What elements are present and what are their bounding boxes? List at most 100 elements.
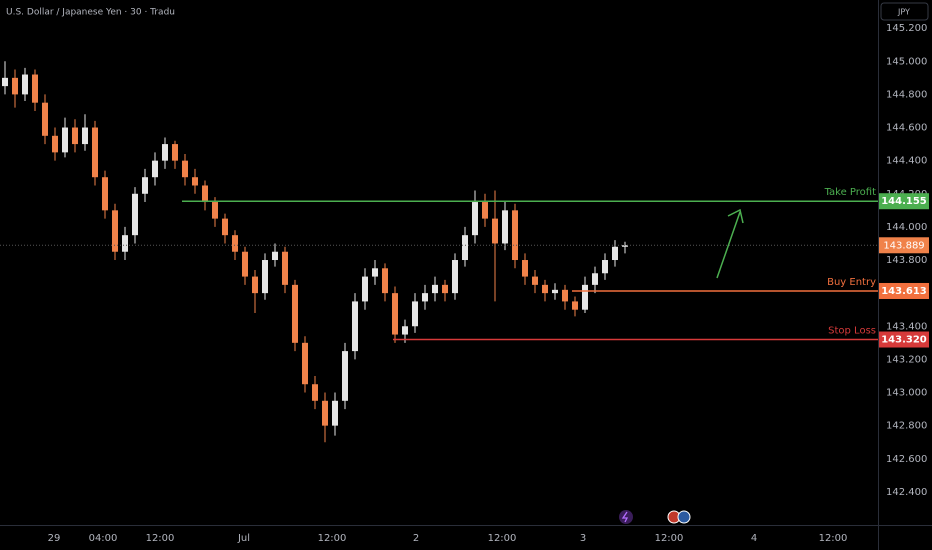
x-tick-label: 12:00 — [488, 533, 517, 544]
candle-body — [112, 210, 118, 252]
candle-body — [372, 268, 378, 277]
candle-body — [12, 77, 18, 95]
x-tick-label: 12:00 — [655, 533, 684, 544]
y-tick-label: 145.000 — [886, 56, 927, 67]
flag-icon[interactable] — [677, 510, 691, 524]
candle-body — [182, 160, 188, 178]
y-tick-label: 143.400 — [886, 321, 927, 332]
level-tag — [879, 331, 929, 348]
candle-body — [242, 251, 248, 277]
candle-body — [232, 235, 238, 252]
candle-body — [132, 193, 138, 236]
candle-body — [412, 301, 418, 327]
y-tick-label: 144.000 — [886, 222, 927, 233]
x-tick-label: 12:00 — [819, 533, 848, 544]
candle-body — [322, 400, 328, 426]
candle-body — [282, 251, 288, 285]
candle-body — [172, 144, 178, 161]
candle-body — [532, 276, 538, 285]
candle-body — [262, 260, 268, 294]
candle-body — [72, 127, 78, 145]
candle-body — [32, 74, 38, 103]
candle-body — [272, 251, 278, 261]
candle-body — [432, 284, 438, 294]
x-tick-label: 4 — [751, 533, 757, 544]
candle-body — [392, 293, 398, 335]
candle-body — [602, 260, 608, 274]
candle-body — [62, 127, 68, 153]
y-tick-label: 143.800 — [886, 255, 927, 266]
candle-body — [582, 284, 588, 310]
candle-body — [42, 102, 48, 136]
candle-body — [142, 177, 148, 194]
candle-body — [472, 202, 478, 236]
y-tick-label: 144.400 — [886, 156, 927, 167]
y-tick-label: 143.200 — [886, 354, 927, 365]
candle-body — [452, 260, 458, 294]
x-tick-label: 04:00 — [89, 533, 118, 544]
x-tick-label: 12:00 — [146, 533, 175, 544]
candle-body — [252, 276, 258, 294]
level-price-label: 143.613 — [881, 286, 927, 297]
y-tick-label: 142.600 — [886, 454, 927, 465]
candle-body — [442, 284, 448, 294]
candle-body — [52, 135, 58, 153]
candle-body — [332, 400, 338, 426]
candle-body — [152, 160, 158, 178]
y-tick-label: 144.800 — [886, 89, 927, 100]
candle-body — [202, 185, 208, 203]
x-tick-label: 12:00 — [318, 533, 347, 544]
x-tick-label: Jul — [237, 533, 250, 544]
level-name: Buy Entry — [827, 277, 876, 288]
candle-body — [522, 260, 528, 277]
candle-body — [562, 289, 568, 302]
candle-body — [572, 301, 578, 310]
candle-body — [482, 202, 488, 219]
event-icon[interactable] — [619, 510, 633, 524]
candle-body — [592, 273, 598, 285]
candle-body — [492, 218, 498, 244]
currency-button[interactable] — [880, 2, 929, 21]
current-price-tag — [879, 237, 929, 254]
chart-title: U.S. Dollar / Japanese Yen · 30 · Tradu — [6, 8, 175, 18]
candle-body — [2, 77, 8, 87]
candle-body — [422, 293, 428, 302]
currency-label: JPY — [897, 8, 910, 17]
level-tag — [879, 282, 929, 299]
lightning-icon — [621, 511, 629, 523]
y-tick-label: 142.400 — [886, 487, 927, 498]
candle-body — [302, 342, 308, 385]
candle-body — [312, 384, 318, 401]
candle-body — [512, 210, 518, 261]
x-tick-label: 2 — [413, 533, 419, 544]
candle-body — [612, 246, 618, 261]
candle-body — [552, 289, 558, 294]
candle-body — [542, 284, 548, 294]
level-name: Take Profit — [824, 187, 877, 198]
candle-body — [22, 74, 28, 95]
candle-body — [212, 202, 218, 219]
candle-body — [82, 127, 88, 145]
candle-body — [352, 301, 358, 352]
candle-body — [502, 210, 508, 244]
candle-body — [102, 177, 108, 211]
candle-body — [622, 245, 628, 247]
level-name: Stop Loss — [828, 326, 876, 337]
candle-body — [342, 351, 348, 401]
candle-body — [162, 144, 168, 161]
candle-body — [402, 326, 408, 335]
y-tick-label: 142.800 — [886, 421, 927, 432]
y-tick-label: 145.200 — [886, 23, 927, 34]
current-price-label: 143.889 — [883, 240, 924, 251]
projection-arrow — [716, 208, 744, 279]
y-tick-label: 143.000 — [886, 388, 927, 399]
candle-body — [122, 235, 128, 252]
level-tag — [879, 193, 929, 210]
candle-body — [382, 268, 388, 294]
x-tick-label: 29 — [48, 533, 61, 544]
candle-body — [292, 284, 298, 343]
candle-body — [192, 177, 198, 186]
